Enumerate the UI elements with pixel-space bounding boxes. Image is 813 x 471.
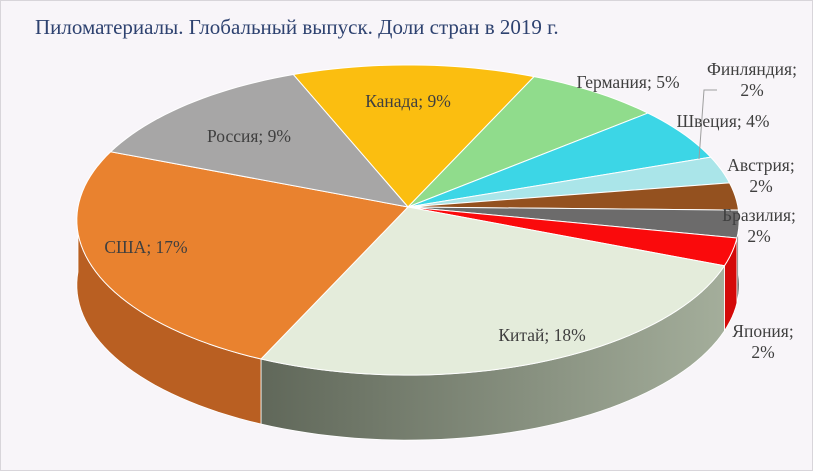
slice-label-usa: США; 17% [104,237,187,257]
slice-label-russia: Россия; 9% [207,126,291,146]
slice-label-germany: Германия; 5% [576,72,679,92]
pie-slice-austria [407,182,739,211]
leader-line-finland [698,89,717,160]
pie-slice-germany [407,76,649,208]
pie-slice-canada [292,64,535,208]
slice-label-finland: Финляндия; 2% [707,59,797,100]
pie-slice-japan [407,206,738,267]
slice-label-japan: Япония; 2% [732,321,793,362]
pie-slice-sweden [407,112,712,208]
chart-title: Пиломатериалы. Глобальный выпуск. Доли с… [35,15,559,39]
slice-label-china: Китай; 18% [498,325,585,345]
pie-slice-russia [110,74,409,208]
slice-label-austria: Австрия; 2% [727,155,794,196]
pie-slice-finland [407,156,731,208]
pie-slice-usa [76,151,409,360]
slice-label-sweden: Швеция; 4% [677,111,770,131]
pie-slice-china [260,206,725,376]
slice-label-canada: Канада; 9% [365,91,451,111]
slice-label-brazil: Бразилия; 2% [722,205,796,246]
